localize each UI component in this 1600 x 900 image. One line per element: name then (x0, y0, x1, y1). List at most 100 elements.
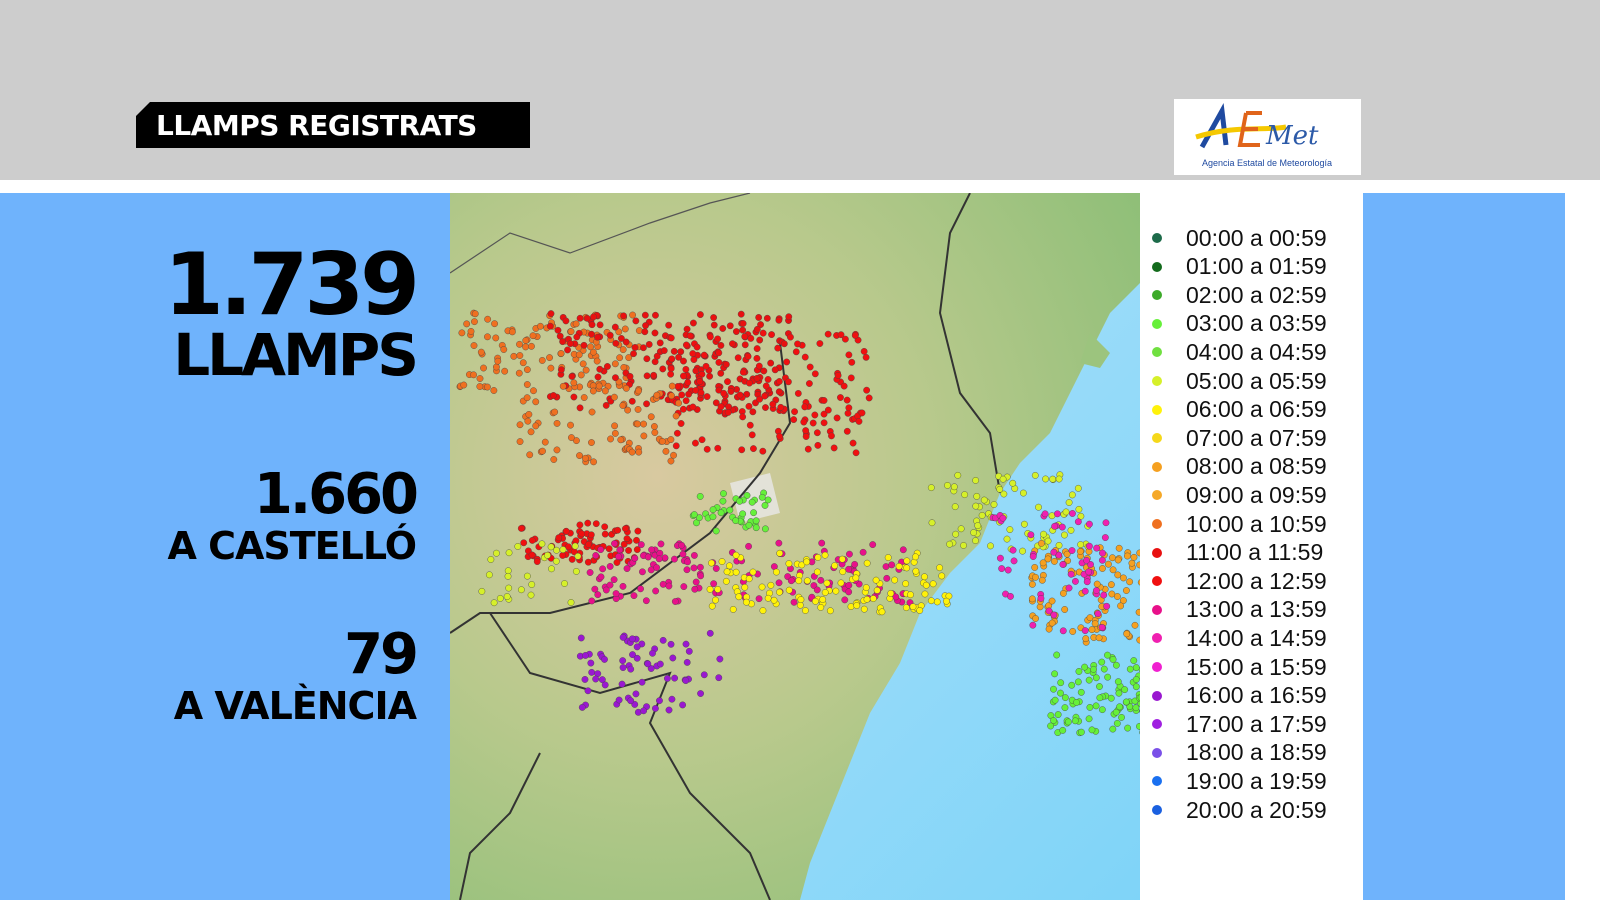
lightning-strike-marker (667, 370, 675, 378)
lightning-strike-marker (821, 589, 829, 596)
lightning-strike-marker (538, 540, 546, 548)
lightning-strike-marker (516, 340, 523, 348)
lightning-strike-marker (761, 502, 769, 509)
lightning-strike-marker (1032, 573, 1039, 581)
lightning-strike-marker (584, 519, 592, 527)
lightning-strike-marker (567, 421, 574, 429)
lightning-strike-marker (803, 577, 811, 585)
lightning-strike-marker (619, 634, 627, 641)
lightning-strike-marker (1105, 560, 1112, 568)
lightning-strike-marker (1051, 557, 1058, 565)
lightning-strike-marker (683, 659, 691, 666)
lightning-strike-marker (1050, 685, 1057, 693)
lightning-strike-marker (1109, 566, 1117, 574)
lightning-strike-marker (575, 351, 583, 359)
lightning-strike-marker (1061, 531, 1068, 539)
lightning-strike-marker (845, 351, 853, 359)
lightning-strike-marker (1006, 526, 1014, 534)
lightning-strike-marker (532, 398, 540, 406)
lightning-strike-marker (613, 559, 621, 566)
lightning-strike-marker (776, 588, 783, 596)
lightning-strike-marker (1103, 602, 1111, 610)
lightning-strike-marker (471, 318, 478, 326)
lightning-strike-marker (758, 583, 766, 591)
lightning-strike-marker (1098, 658, 1106, 666)
lightning-strike-marker (637, 541, 645, 549)
lightning-strike-marker (1094, 610, 1102, 618)
lightning-strike-marker (573, 333, 581, 341)
lightning-strike-marker (1114, 556, 1122, 564)
lightning-strike-marker (696, 493, 704, 500)
lightning-strike-marker (1076, 548, 1084, 555)
lightning-strike-marker (541, 438, 549, 446)
lightning-strike-marker (662, 447, 670, 455)
lightning-strike-marker (680, 372, 687, 380)
legend-dot-icon (1152, 404, 1162, 415)
lightning-strike-marker (817, 604, 825, 611)
lightning-strike-marker (843, 427, 851, 435)
lightning-strike-marker (1074, 484, 1082, 492)
lightning-strike-marker (1061, 694, 1069, 702)
lightning-strike-marker (678, 541, 686, 549)
lightning-strike-marker (484, 315, 492, 323)
lightning-strike-marker (643, 400, 650, 408)
lightning-strike-marker (584, 558, 592, 566)
lightning-strike-marker (887, 590, 895, 597)
lightning-strike-marker (718, 558, 726, 565)
lightning-strike-marker (610, 576, 618, 584)
lightning-strike-marker (493, 549, 500, 557)
lightning-strike-marker (697, 690, 704, 697)
lightning-strike-marker (615, 696, 623, 704)
lightning-strike-marker (523, 366, 531, 374)
lightning-strike-marker (559, 552, 567, 559)
lightning-strike-marker (775, 579, 783, 587)
lightning-strike-marker (629, 311, 636, 319)
lightning-strike-marker (658, 438, 666, 445)
lightning-strike-marker (639, 568, 646, 576)
lightning-strike-marker (1063, 550, 1071, 558)
lightning-strike-marker (492, 334, 500, 342)
lightning-strike-marker (1064, 718, 1072, 726)
lightning-strike-marker (813, 568, 821, 576)
legend-dot-icon (1152, 347, 1162, 358)
lightning-strike-marker (798, 561, 806, 569)
lightning-strike-marker (703, 393, 711, 400)
lightning-strike-marker (592, 552, 600, 559)
lightning-strike-marker (620, 540, 628, 548)
lightning-strike-marker (619, 346, 627, 354)
lightning-strike-marker (619, 664, 627, 671)
lightning-strike-marker (706, 372, 714, 380)
lightning-strike-marker (1112, 661, 1120, 669)
lightning-strike-marker (567, 599, 575, 606)
lightning-strike-marker (1061, 704, 1069, 712)
lightning-strike-marker (668, 355, 676, 363)
lightning-strike-marker (921, 590, 929, 598)
lightning-strike-marker (843, 396, 851, 404)
lightning-strike-marker (577, 371, 585, 379)
lightning-strike-marker (1032, 615, 1039, 622)
lightning-strike-marker (1132, 676, 1140, 683)
lightning-strike-marker (1081, 587, 1089, 595)
lightning-strike-marker (1137, 694, 1140, 701)
lightning-strike-marker (588, 597, 596, 605)
lightning-strike-marker (1095, 634, 1103, 642)
lightning-strike-marker (546, 322, 554, 330)
lightning-strike-marker (954, 471, 962, 479)
lightning-strike-marker (753, 325, 761, 333)
lightning-strike-marker (594, 591, 602, 599)
lightning-strike-marker (974, 522, 982, 530)
lightning-strike-marker (516, 438, 524, 445)
lightning-strike-marker (863, 595, 871, 603)
lightning-strike-marker (999, 475, 1007, 483)
lightning-strike-marker (727, 388, 735, 395)
lightning-strike-marker (588, 321, 596, 329)
lightning-strike-marker (933, 598, 941, 606)
legend-item: 15:00 a 15:59 (1152, 653, 1327, 681)
lightning-strike-marker (706, 585, 714, 593)
lightning-strike-marker (938, 572, 946, 580)
time-legend: 00:00 a 00:59 01:00 a 01:59 02:00 a 02:59 0… (1140, 193, 1363, 900)
lightning-strike-marker (633, 643, 641, 651)
lightning-strike-marker (1077, 688, 1085, 696)
lightning-strike-marker (723, 568, 731, 576)
lightning-strike-marker (659, 580, 667, 588)
